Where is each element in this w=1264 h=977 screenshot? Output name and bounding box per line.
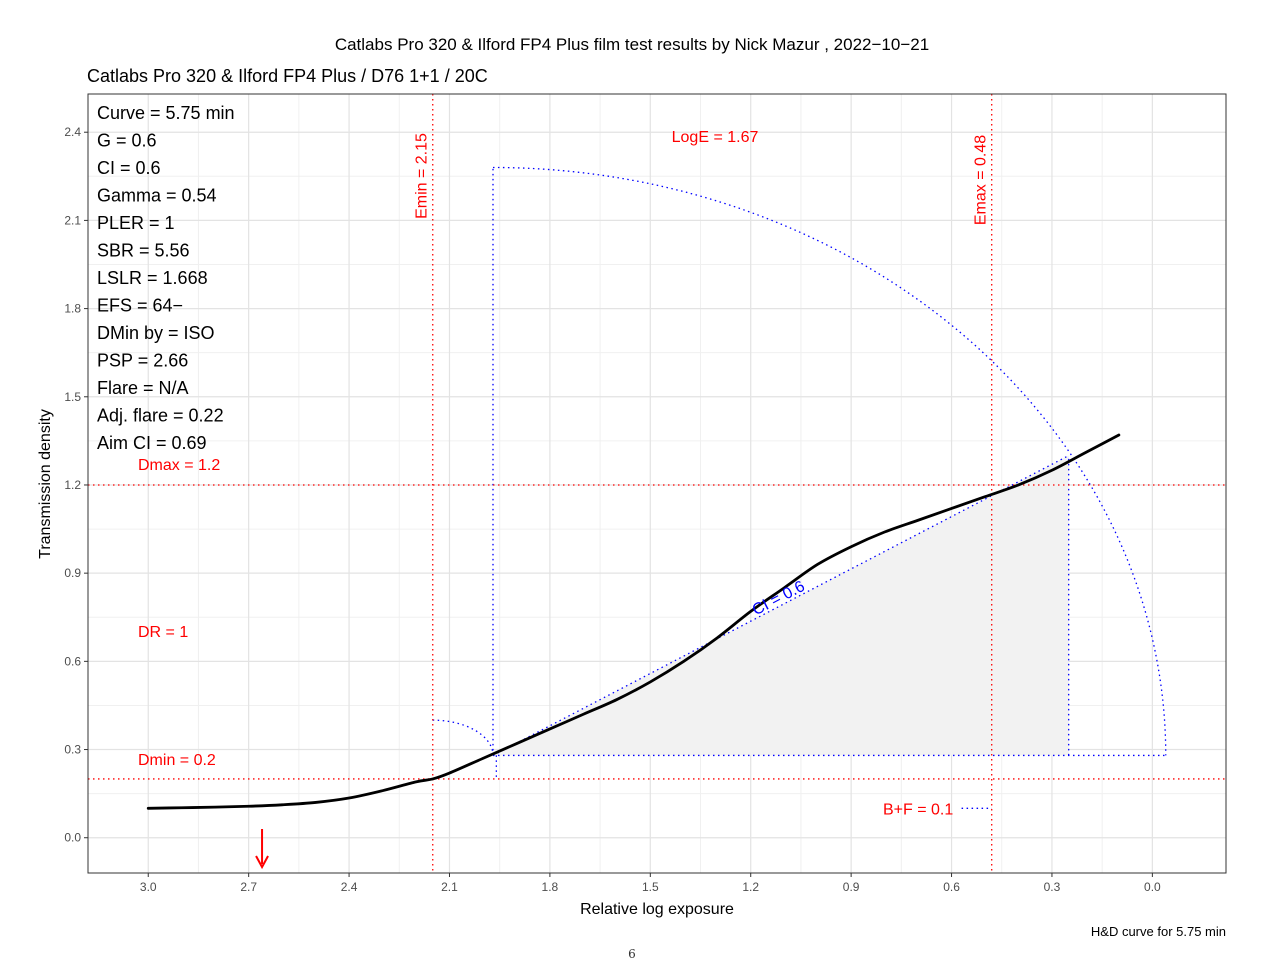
x-tick-label: 2.1 [441, 880, 458, 894]
stats-annotations: Curve = 5.75 min G = 0.6 CI = 0.6 Gamma = 0… [97, 103, 235, 453]
y-tick-label: 2.1 [64, 213, 81, 227]
stat-line: Flare = N/A [97, 378, 189, 398]
chart-title: Catlabs Pro 320 & Ilford FP4 Plus film t… [335, 35, 929, 54]
y-tick-label: 1.8 [64, 302, 81, 316]
stat-line: G = 0.6 [97, 131, 157, 151]
stat-line: PLER = 1 [97, 213, 175, 233]
x-tick-label: 2.7 [240, 880, 257, 894]
y-tick-label: 1.5 [64, 390, 81, 404]
loge-label: LogE = 1.67 [672, 129, 759, 146]
stat-line: Aim CI = 0.69 [97, 433, 207, 453]
dmin-label: Dmin = 0.2 [138, 752, 216, 769]
x-axis-title: Relative log exposure [580, 901, 734, 918]
x-tick-label: 1.8 [542, 880, 559, 894]
stat-line: CI = 0.6 [97, 158, 161, 178]
y-tick-label: 1.2 [64, 478, 81, 492]
stat-line: Gamma = 0.54 [97, 186, 217, 206]
chart-subtitle: Catlabs Pro 320 & Ilford FP4 Plus / D76 … [87, 66, 488, 86]
stat-line: LSLR = 1.668 [97, 268, 208, 288]
ci-shaded-region [492, 455, 1069, 756]
y-axis-title: Transmission density [37, 409, 54, 559]
chart-caption: H&D curve for 5.75 min [1091, 924, 1226, 939]
speed-point-arrow [255, 829, 269, 870]
x-tick-label: 3.0 [140, 880, 157, 894]
y-tick-label: 2.4 [64, 125, 81, 139]
dr-label: DR = 1 [138, 624, 188, 641]
ci-hypotenuse [492, 454, 1069, 756]
x-tick-label: 2.4 [341, 880, 358, 894]
stat-line: Curve = 5.75 min [97, 103, 235, 123]
stat-line: DMin by = ISO [97, 323, 215, 343]
y-axis-ticks: 0.0 0.3 0.6 0.9 1.2 1.5 1.8 2.1 2.4 [64, 125, 88, 845]
blue-construction-lines [432, 166, 1167, 809]
y-tick-label: 0.3 [64, 743, 81, 757]
x-tick-label: 0.6 [943, 880, 960, 894]
y-tick-label: 0.0 [64, 831, 81, 845]
arrow-head [255, 855, 269, 870]
stat-line: PSP = 2.66 [97, 351, 188, 371]
emin-label: Emin = 2.15 [414, 133, 431, 219]
x-tick-label: 1.2 [742, 880, 759, 894]
x-tick-label: 0.9 [843, 880, 860, 894]
plot-panel-border [87, 93, 1227, 874]
y-tick-label: 0.6 [64, 654, 81, 668]
minor-gridlines [88, 94, 1226, 873]
x-tick-label: 0.3 [1044, 880, 1061, 894]
x-axis-ticks: 3.0 2.7 2.4 2.1 1.8 1.5 1.2 0.9 0.6 0.3 0.0 [140, 873, 1161, 894]
stat-line: EFS = 64− [97, 296, 183, 316]
emax-label: Emax = 0.48 [973, 135, 990, 225]
x-tick-label: 0.0 [1144, 880, 1161, 894]
bf-label: B+F = 0.1 [883, 801, 953, 818]
stat-line: Adj. flare = 0.22 [97, 406, 224, 426]
stat-line: SBR = 5.56 [97, 241, 190, 261]
characteristic-curve [146, 433, 1121, 810]
x-tick-label: 1.5 [642, 880, 659, 894]
page-number: 6 [628, 947, 636, 961]
y-tick-label: 0.9 [64, 566, 81, 580]
dmax-label: Dmax = 1.2 [138, 457, 220, 474]
radius-arc [492, 166, 1167, 756]
